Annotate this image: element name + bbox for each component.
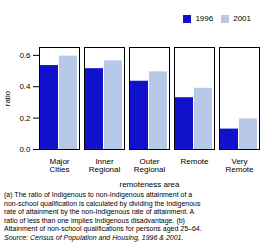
svg-text:0.2: 0.2: [19, 114, 31, 123]
svg-text:0.0: 0.0: [19, 145, 31, 154]
html-text:rate of attainment by the non-: rate of attainment by the non-Indigenous…: [4, 208, 195, 216]
html-text:ratio of less than one implies: ratio of less than one implies Indigenou…: [4, 216, 185, 224]
html-text:Source: Census of Population a: Source: Census of Population and Housing…: [4, 234, 184, 241]
svg-text:0.6: 0.6: [19, 51, 31, 60]
html-text:2001: 2001: [233, 14, 251, 23]
html-text:1996: 1996: [195, 14, 214, 23]
html-text:(a) The ratio of Indigenous to: (a) The ratio of Indigenous to non-Indig…: [4, 191, 193, 198]
html-text:Attainment of non-school quali: Attainment of non-school qualifications …: [4, 225, 202, 233]
svg-text:Remote: Remote: [180, 157, 209, 166]
svg-text:OuterRegional: OuterRegional: [134, 157, 166, 174]
svg-text:InnerRegional: InnerRegional: [89, 157, 121, 174]
svg-text:ratio: ratio: [3, 90, 12, 106]
html-text:non-school qualification is ca: non-school qualification is calculated b…: [4, 199, 201, 207]
svg-text:MajorCities: MajorCities: [49, 157, 69, 174]
svg-text:VeryRemote: VeryRemote: [225, 157, 254, 174]
svg-text:remoteness area: remoteness area: [119, 180, 180, 189]
svg-text:0.4: 0.4: [19, 82, 31, 91]
